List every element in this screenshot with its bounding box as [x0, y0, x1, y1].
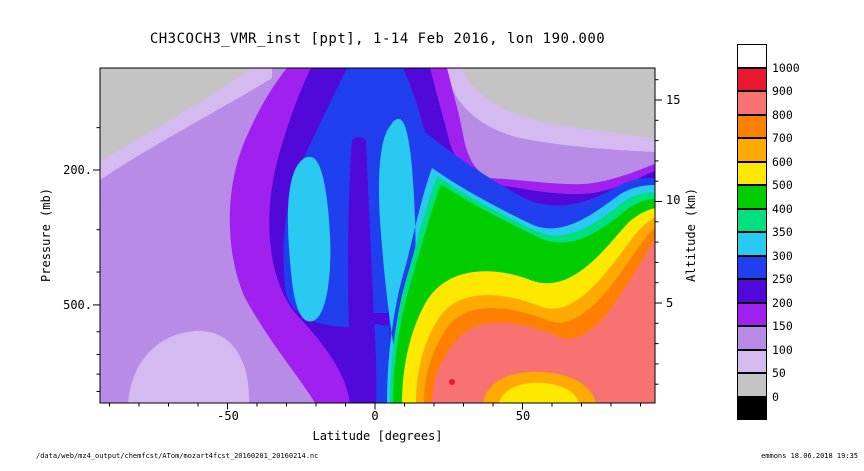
colorbar-boundary-label: 100 — [772, 342, 793, 357]
plot-title: CH3COCH3_VMR_inst [ppt], 1-14 Feb 2016, … — [149, 31, 606, 47]
colorbar-boundary-label: 300 — [772, 248, 793, 263]
colorbar-boundary-label: 800 — [772, 107, 793, 122]
region-ge-800 — [432, 239, 655, 403]
colorbar-box — [737, 138, 767, 162]
colorbar-box — [737, 326, 767, 350]
colorbar-box — [737, 232, 767, 256]
colorbar-boundary-label: 500 — [772, 178, 793, 192]
colorbar-box — [737, 114, 767, 138]
colorbar-box — [737, 161, 767, 185]
colorbar-boundary-label: 900 — [772, 84, 793, 98]
colorbar-boundary-label: 700 — [772, 131, 793, 145]
colorbar-boundary-label: 350 — [772, 225, 793, 239]
colorbar-box — [737, 67, 767, 91]
plot-frame — [99, 67, 656, 404]
latitude-tick-label-neg50: -50 — [217, 409, 239, 423]
altitude-tick-label-5: 5 — [666, 296, 674, 310]
latitude-axis-label: Latitude [degrees] — [312, 429, 443, 443]
footer-user-timestamp: emmons 18.06.2018 19:35 — [761, 452, 858, 460]
region-0-50-top-left — [100, 68, 252, 162]
contour-field — [100, 68, 655, 403]
plot-area — [99, 67, 656, 404]
region-200-250-notch — [347, 137, 377, 403]
colorbar-box — [737, 91, 767, 115]
colorbar-boundary-label: 0 — [772, 389, 779, 404]
colorbar-boundary-label: 250 — [772, 272, 793, 286]
colorbar-boundary-label: 600 — [772, 154, 793, 169]
region-0-50-top-right — [462, 68, 655, 139]
colorbar-boxes — [737, 44, 767, 420]
pressure-axis-label: Pressure (mb) — [39, 188, 53, 282]
colorbar: 1000 900 800 700 600 500 400 350 300 250 200 150 100… — [737, 44, 817, 426]
colorbar-box — [737, 373, 767, 397]
altitude-tick-label-10: 10 — [666, 193, 681, 207]
axis-ticks — [93, 79, 662, 410]
colorbar-boundary-label: 200 — [772, 295, 793, 310]
colorbar-boundary-label: 50 — [772, 366, 786, 380]
footer-file-path: /data/web/mz4_output/chemfcst/ATom/mozar… — [36, 452, 319, 460]
altitude-tick-label-15: 15 — [666, 93, 681, 107]
colorbar-box — [737, 185, 767, 209]
colorbar-box — [737, 349, 767, 373]
pressure-tick-label-200: 200. — [63, 163, 92, 177]
colorbar-boundary-label: 400 — [772, 201, 793, 216]
latitude-tick-label-0: 0 — [371, 409, 379, 423]
region-500-600-surface-pocket — [499, 382, 579, 403]
colorbar-box — [737, 208, 767, 232]
colorbar-box — [737, 396, 767, 420]
pressure-tick-label-500: 500. — [63, 298, 92, 312]
colorbar-box — [737, 279, 767, 303]
altitude-axis-label: Altitude (km) — [684, 188, 698, 282]
region-50-100-bottom-left — [128, 330, 250, 403]
latitude-tick-label-50: 50 — [515, 409, 531, 423]
colorbar-box — [737, 302, 767, 326]
colorbar-boundary-label: 1000 — [772, 60, 800, 75]
colorbar-box — [737, 44, 767, 68]
colorbar-boundary-label: 150 — [772, 319, 793, 333]
region-900-spot — [449, 379, 455, 385]
colorbar-box — [737, 255, 767, 279]
